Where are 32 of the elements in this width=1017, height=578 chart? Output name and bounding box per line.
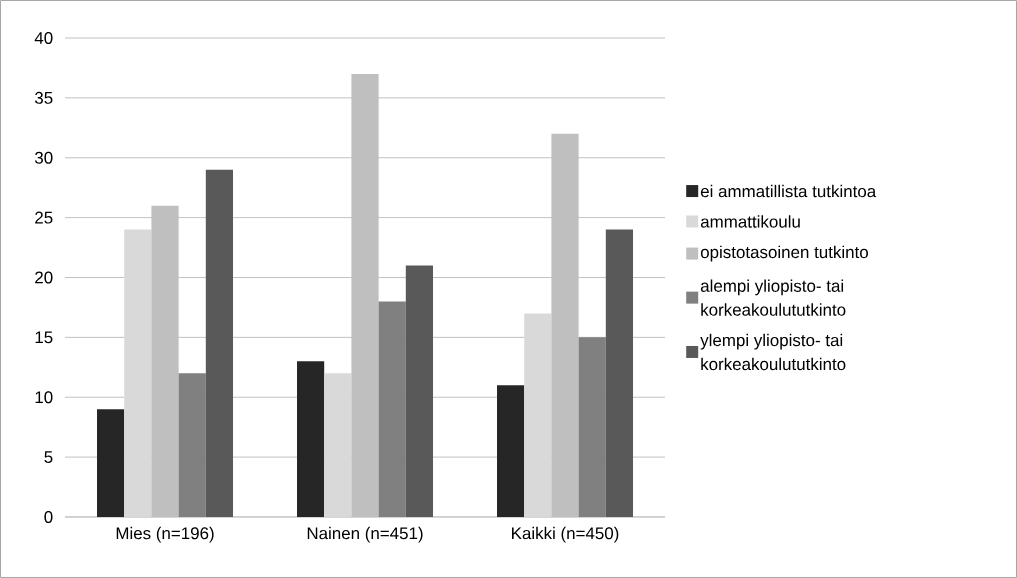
legend-label: ammattikoulu [700,215,800,228]
bar [405,265,434,517]
bar [351,73,379,517]
bar [324,373,352,517]
legend-label: alempi yliopisto- tai korkeakoulututkinto [700,279,846,316]
y-tick-label: 30 [34,151,53,164]
x-tick-label: Kaikki (n=450) [512,526,619,543]
bar [551,133,579,517]
bar [178,373,206,517]
bar [297,361,325,517]
y-tick-label: 5 [44,451,53,464]
bar [578,337,606,517]
legend-label: ylempi yliopisto- tai korkeakoulututkinto [700,333,846,371]
bar [124,229,152,517]
x-tick-label: Mies (n=196) [116,526,214,543]
y-tick-label: 35 [34,91,53,104]
legend-label: opistotasoinen tutkinto [700,245,868,262]
bar [205,169,234,517]
bar [97,409,125,517]
x-tick-label: Nainen (n=451) [307,526,423,543]
y-tick-label: 25 [35,211,53,224]
y-tick-label: 10 [35,391,53,404]
y-tick-label: 15 [35,331,53,344]
bar [605,229,634,517]
y-tick-label: 40 [34,31,53,44]
bar [497,385,525,517]
y-tick-label: 20 [35,271,53,284]
bar [151,205,179,517]
y-tick-label: 0 [44,510,53,523]
legend-label: ei ammatillista tutkintoa [700,184,877,198]
bar [524,313,552,517]
bar [378,301,406,517]
